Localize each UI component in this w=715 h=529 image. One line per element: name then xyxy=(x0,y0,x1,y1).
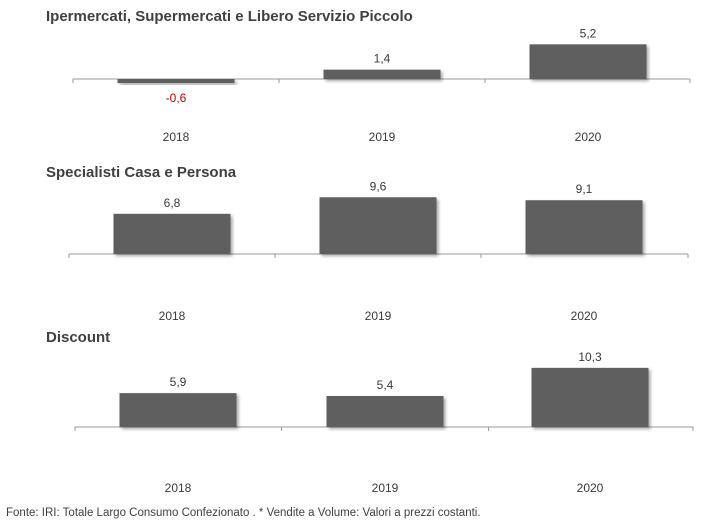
bar-value-label: 5,4 xyxy=(377,378,394,392)
bar-value-label: 1,4 xyxy=(374,52,391,66)
bar-2020 xyxy=(531,367,649,427)
bar-2019 xyxy=(323,69,441,79)
x-tick-label: 2019 xyxy=(365,309,392,323)
x-tick-label: 2019 xyxy=(369,130,396,144)
x-tick-label: 2020 xyxy=(577,481,604,495)
bar-value-label: -0,6 xyxy=(166,91,187,105)
chart-panel-specialisti: Specialisti Casa e Persona 6,8 2018 9,6 201… xyxy=(0,160,715,330)
bar-2020 xyxy=(529,44,647,79)
bar-chart: 6,8 2018 9,6 2019 9,1 2020 xyxy=(68,179,689,323)
bar-chart: 5,9 2018 5,4 2019 10,3 2020 xyxy=(74,350,694,495)
chart-title: Specialisti Casa e Persona xyxy=(46,164,237,181)
bar-2020 xyxy=(525,200,643,254)
x-tick-label: 2019 xyxy=(372,481,399,495)
source-footnote: Fonte: IRI: Totale Largo Consumo Confezi… xyxy=(6,507,481,519)
bar-2019 xyxy=(326,396,444,427)
bar-value-label: 9,6 xyxy=(370,179,387,193)
chart-panel-discount: Discount 5,9 2018 5,4 2019 10,3 2020 xyxy=(0,325,715,505)
chart-title: Ipermercati, Supermercati e Libero Servi… xyxy=(46,8,413,25)
bar-value-label: 5,9 xyxy=(170,375,187,389)
bar-2019 xyxy=(319,197,437,254)
bar-2018 xyxy=(119,393,237,427)
chart-title: Discount xyxy=(46,329,111,346)
x-tick-label: 2018 xyxy=(159,309,186,323)
bar-value-label: 10,3 xyxy=(578,350,602,364)
x-tick-label: 2018 xyxy=(163,130,190,144)
bar-value-label: 9,1 xyxy=(576,182,593,196)
chart-panel-ipermercati: Ipermercati, Supermercati e Libero Servi… xyxy=(0,0,715,160)
bar-chart: -0,6 2018 1,4 2019 5,2 2020 xyxy=(72,26,691,144)
x-tick-label: 2018 xyxy=(165,481,192,495)
x-tick-label: 2020 xyxy=(575,130,602,144)
bar-value-label: 6,8 xyxy=(164,196,181,210)
bar-value-label: 5,2 xyxy=(580,26,597,40)
bar-2018 xyxy=(117,79,235,83)
x-tick-label: 2020 xyxy=(571,309,598,323)
bar-2018 xyxy=(113,213,231,254)
